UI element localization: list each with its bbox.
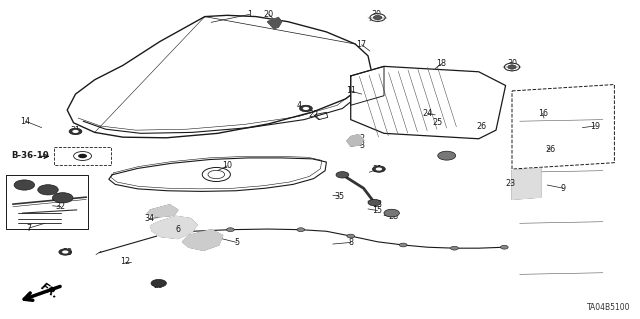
Text: 5: 5 bbox=[234, 238, 239, 247]
Circle shape bbox=[300, 105, 312, 112]
Text: 2: 2 bbox=[359, 134, 364, 143]
Text: 13: 13 bbox=[372, 200, 383, 209]
Circle shape bbox=[151, 279, 166, 287]
Polygon shape bbox=[268, 18, 282, 29]
Text: 22: 22 bbox=[308, 110, 319, 119]
Text: 21: 21 bbox=[372, 165, 383, 174]
Text: 23: 23 bbox=[506, 179, 516, 188]
Circle shape bbox=[14, 180, 35, 190]
Text: 19: 19 bbox=[590, 122, 600, 130]
Polygon shape bbox=[351, 66, 506, 139]
Text: 35: 35 bbox=[334, 192, 344, 201]
Text: 10: 10 bbox=[222, 161, 232, 170]
Text: 31: 31 bbox=[70, 126, 81, 135]
Text: 18: 18 bbox=[436, 59, 447, 68]
Circle shape bbox=[227, 228, 234, 232]
Circle shape bbox=[451, 246, 458, 250]
Text: 33: 33 bbox=[62, 248, 72, 257]
Text: FR.: FR. bbox=[39, 281, 61, 300]
Text: 26: 26 bbox=[477, 122, 487, 130]
Circle shape bbox=[376, 167, 382, 171]
Polygon shape bbox=[347, 135, 364, 146]
Circle shape bbox=[372, 166, 385, 172]
Circle shape bbox=[368, 199, 381, 206]
Text: 25: 25 bbox=[432, 118, 442, 127]
Text: 3: 3 bbox=[359, 141, 364, 150]
Text: TA04B5100: TA04B5100 bbox=[587, 303, 630, 312]
Circle shape bbox=[59, 249, 72, 255]
Circle shape bbox=[508, 65, 516, 69]
Circle shape bbox=[500, 245, 508, 249]
Circle shape bbox=[336, 172, 349, 178]
FancyBboxPatch shape bbox=[54, 147, 111, 165]
Circle shape bbox=[62, 250, 68, 254]
Polygon shape bbox=[67, 15, 371, 138]
Text: 16: 16 bbox=[538, 109, 548, 118]
Text: 11: 11 bbox=[346, 86, 356, 95]
Polygon shape bbox=[512, 168, 541, 199]
Text: 4: 4 bbox=[297, 101, 302, 110]
Text: 34: 34 bbox=[144, 214, 154, 223]
Text: 32: 32 bbox=[56, 202, 66, 211]
Circle shape bbox=[72, 130, 79, 133]
Circle shape bbox=[370, 14, 385, 21]
Text: 30: 30 bbox=[507, 59, 517, 68]
Polygon shape bbox=[109, 158, 326, 191]
Text: 32: 32 bbox=[56, 193, 66, 202]
Circle shape bbox=[303, 107, 309, 110]
Circle shape bbox=[38, 185, 58, 195]
Text: 12: 12 bbox=[120, 257, 130, 266]
Text: 28: 28 bbox=[388, 212, 399, 221]
Text: 7: 7 bbox=[26, 224, 31, 233]
Circle shape bbox=[347, 234, 355, 238]
Text: 24: 24 bbox=[422, 109, 433, 118]
Text: 1: 1 bbox=[247, 10, 252, 19]
Polygon shape bbox=[150, 216, 197, 239]
Text: 8: 8 bbox=[348, 238, 353, 247]
Circle shape bbox=[78, 154, 87, 158]
Circle shape bbox=[297, 228, 305, 232]
Circle shape bbox=[52, 193, 73, 203]
Text: 17: 17 bbox=[356, 40, 367, 49]
Text: B-36-10: B-36-10 bbox=[12, 151, 49, 160]
Text: 14: 14 bbox=[20, 117, 31, 126]
Polygon shape bbox=[182, 230, 223, 250]
Text: 20: 20 bbox=[264, 10, 274, 19]
Circle shape bbox=[69, 128, 82, 135]
Polygon shape bbox=[147, 205, 178, 217]
Circle shape bbox=[384, 209, 399, 217]
Circle shape bbox=[399, 243, 407, 247]
Circle shape bbox=[504, 63, 520, 71]
Text: 15: 15 bbox=[372, 206, 383, 215]
Text: 29: 29 bbox=[154, 281, 164, 290]
Text: 27: 27 bbox=[443, 152, 453, 161]
Circle shape bbox=[373, 15, 382, 20]
Text: 30: 30 bbox=[371, 10, 381, 19]
Text: 26: 26 bbox=[545, 145, 556, 154]
Text: 9: 9 bbox=[561, 184, 566, 193]
Text: 6: 6 bbox=[175, 225, 180, 234]
Circle shape bbox=[438, 151, 456, 160]
